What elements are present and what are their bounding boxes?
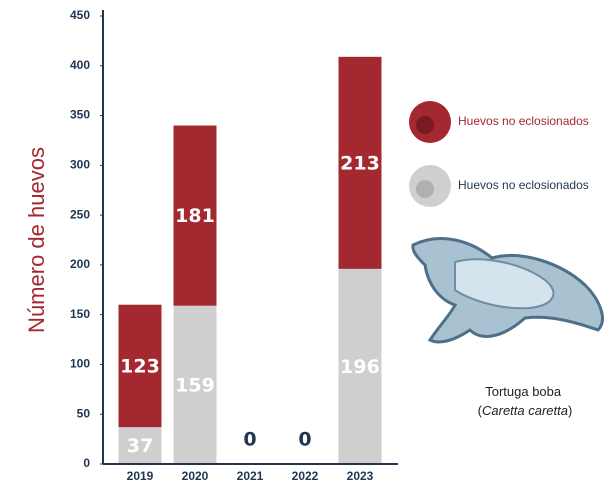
x-tick-label: 2019 — [127, 469, 154, 483]
value-label: 181 — [175, 205, 215, 227]
y-tick-label: 50 — [77, 406, 91, 420]
turtle-illustration — [413, 239, 603, 342]
value-label: 196 — [340, 356, 380, 378]
value-label: 123 — [120, 355, 160, 377]
y-tick-label: 150 — [70, 307, 90, 321]
legend-icon-inner — [416, 116, 434, 134]
caption: Tortuga boba (Caretta caretta) — [478, 384, 573, 418]
value-label: 0 — [243, 429, 256, 451]
value-label: 159 — [175, 374, 215, 396]
x-tick-label: 2021 — [237, 469, 264, 483]
legend-label: Huevos no eclosionados — [458, 114, 589, 128]
y-axis-label: Número de huevos — [24, 147, 49, 333]
value-label: 37 — [127, 435, 153, 457]
y-tick-label: 300 — [70, 158, 90, 172]
y-tick-label: 350 — [70, 108, 90, 122]
caption-text: ) — [568, 403, 572, 418]
caption-text: Tortuga boba — [485, 384, 562, 399]
legend-label: Huevos no eclosionados — [458, 178, 589, 192]
legend-icon-inner — [416, 180, 434, 198]
y-tick-label: 450 — [70, 8, 90, 22]
y-tick-label: 200 — [70, 257, 90, 271]
x-tick-label: 2023 — [347, 469, 374, 483]
caption-text: Caretta caretta — [482, 403, 568, 418]
x-tick-label: 2020 — [182, 469, 209, 483]
y-tick-label: 400 — [70, 58, 90, 72]
y-tick-label: 0 — [83, 456, 90, 470]
value-label: 0 — [298, 429, 311, 451]
y-tick-label: 100 — [70, 357, 90, 371]
value-label: 213 — [340, 152, 380, 174]
chart: Número de huevos Tortuga boba (Caretta c… — [0, 0, 615, 483]
x-tick-label: 2022 — [292, 469, 319, 483]
y-tick-label: 250 — [70, 207, 90, 221]
